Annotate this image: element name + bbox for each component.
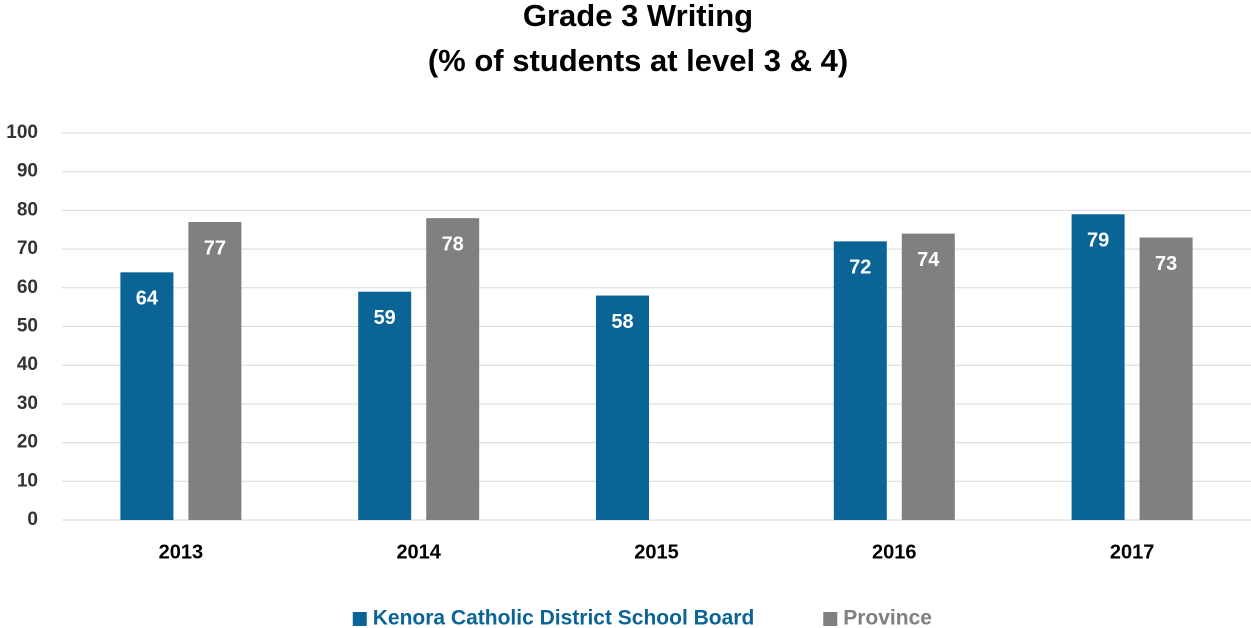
x-tick-label: 2014 bbox=[396, 541, 441, 563]
bar bbox=[1071, 214, 1125, 520]
bar bbox=[596, 295, 649, 520]
x-tick-label: 2017 bbox=[1110, 541, 1155, 563]
legend-swatch bbox=[823, 612, 838, 626]
x-tick-label: 2016 bbox=[872, 541, 917, 563]
y-tick-label: 90 bbox=[17, 161, 38, 182]
bar bbox=[426, 218, 480, 520]
data-label: 58 bbox=[611, 311, 633, 333]
y-tick-label: 70 bbox=[17, 238, 38, 259]
legend-swatch bbox=[352, 612, 367, 626]
data-label: 73 bbox=[1155, 253, 1177, 275]
data-label: 72 bbox=[849, 257, 871, 279]
y-tick-label: 20 bbox=[17, 432, 38, 453]
data-label: 59 bbox=[374, 307, 396, 329]
y-tick-label: 10 bbox=[17, 470, 38, 491]
y-tick-label: 0 bbox=[27, 509, 38, 530]
legend-label: Province bbox=[843, 607, 932, 628]
x-tick-label: 2013 bbox=[159, 541, 204, 563]
y-tick-label: 80 bbox=[17, 199, 38, 220]
bar bbox=[188, 222, 242, 520]
chart-subtitle: (% of students at level 3 & 4) bbox=[428, 43, 848, 78]
x-tick-label: 2015 bbox=[634, 541, 679, 563]
legend-label: Kenora Catholic District School Board bbox=[373, 607, 755, 628]
y-tick-label: 100 bbox=[6, 122, 38, 143]
bar bbox=[120, 272, 174, 520]
bar bbox=[358, 291, 412, 520]
data-label: 77 bbox=[204, 237, 226, 259]
data-label: 74 bbox=[917, 249, 940, 271]
bar bbox=[901, 233, 955, 520]
bar bbox=[1139, 237, 1193, 521]
y-tick-label: 50 bbox=[17, 316, 38, 337]
y-tick-label: 40 bbox=[17, 354, 38, 375]
y-tick-label: 30 bbox=[17, 393, 38, 414]
data-label: 64 bbox=[136, 288, 159, 310]
data-label: 78 bbox=[442, 233, 464, 255]
bar bbox=[833, 241, 887, 521]
chart-title: Grade 3 Writing bbox=[523, 0, 753, 33]
data-label: 79 bbox=[1087, 230, 1109, 252]
y-tick-label: 60 bbox=[17, 277, 38, 298]
